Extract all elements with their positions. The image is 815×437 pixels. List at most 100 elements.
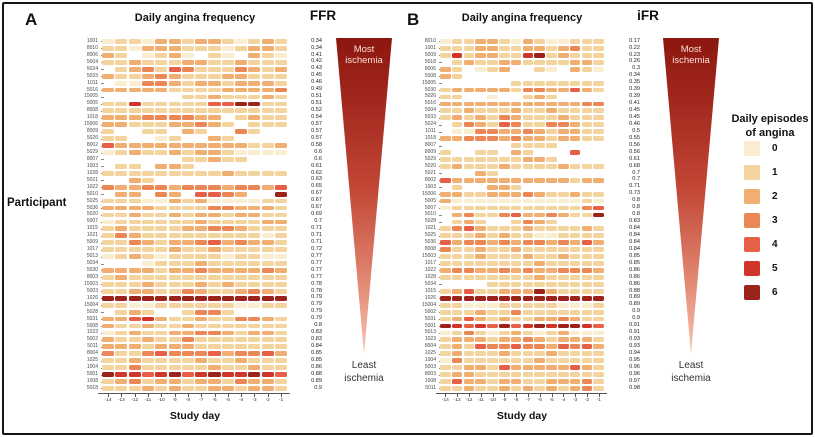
heatmap-cell [534, 316, 546, 322]
heatmap-cell [261, 94, 274, 100]
participant-id: 15004 [422, 301, 436, 308]
ifr-value: 0.85 [629, 259, 640, 266]
heatmap-cell [168, 240, 181, 246]
heatmap-cell [546, 386, 557, 391]
heatmap-cell [128, 170, 141, 176]
heatmap-cell [235, 150, 248, 155]
ffr-value: 0.57 [311, 120, 322, 127]
heatmap-cell [128, 302, 141, 308]
ffr-value: 0.34 [311, 44, 322, 51]
heatmap-cell [440, 295, 451, 301]
participant-id: 1025 [86, 357, 98, 364]
heatmap-cell [463, 46, 475, 51]
heatmap-cell [274, 337, 288, 343]
heatmap-cell [440, 66, 451, 72]
heatmap-cell [593, 129, 605, 135]
participant-id: 8007 [424, 142, 436, 149]
heatmap-cell [463, 365, 475, 371]
x-tick-label: -8 [514, 398, 519, 403]
participant-id: 8002 [424, 176, 436, 183]
heatmap-cell [181, 129, 194, 135]
heatmap-cell [248, 275, 261, 280]
heatmap-cell [274, 372, 288, 377]
heatmap-cell [569, 288, 581, 294]
ffr-value: 0.71 [311, 238, 322, 245]
heatmap-cell [261, 344, 274, 350]
heatmap-cell [593, 66, 605, 72]
heatmap-cell [248, 233, 261, 239]
participant-id: 1022 [424, 266, 436, 273]
heatmap-cell [261, 66, 274, 72]
ifr-value: 0.56 [629, 141, 640, 148]
heatmap-cell [475, 337, 487, 343]
heatmap-cell [235, 226, 248, 232]
heatmap-cell [128, 184, 141, 190]
heatmap-cell [181, 240, 194, 246]
heatmap-cell [487, 59, 498, 65]
heatmap-cell [569, 365, 581, 371]
heatmap-cell [102, 205, 115, 211]
heatmap-cell [451, 268, 463, 273]
heatmap-cell [593, 115, 605, 121]
heatmap-cell [208, 46, 221, 51]
heatmap-cell [522, 323, 534, 329]
heatmap-cell [168, 163, 181, 169]
heatmap-cell [102, 358, 115, 364]
heatmap-cell [522, 212, 534, 218]
heatmap-cell [440, 240, 451, 246]
heatmap-cell [168, 122, 181, 128]
heatmap-cell [168, 281, 181, 287]
heatmap-cell [181, 170, 194, 176]
heatmap-cell [155, 108, 168, 114]
heatmap-cell [195, 240, 208, 246]
heatmap-cell [168, 39, 181, 44]
heatmap-cell [168, 66, 181, 72]
heatmap-cell [440, 288, 451, 294]
heatmap-cell [274, 226, 288, 232]
heatmap-cell [558, 212, 569, 218]
heatmap-cell [195, 330, 208, 336]
heatmap-cell [499, 351, 510, 357]
heatmap-cell [569, 191, 581, 197]
heatmap-cell [221, 198, 234, 204]
heatmap-cell [141, 261, 155, 266]
heatmap-cell [499, 275, 510, 280]
heatmap-cell [510, 254, 522, 259]
heatmap-cell [168, 275, 181, 280]
heatmap-cell [261, 52, 274, 58]
ifr-value: 0.39 [629, 86, 640, 93]
heatmap-cell [522, 268, 534, 273]
heatmap-cell [451, 108, 463, 114]
heatmap-cell [168, 115, 181, 121]
heatmap-cell [274, 268, 288, 273]
heatmap-cell [510, 302, 522, 308]
legend-level-label: 1 [772, 167, 778, 178]
heatmap-cell [475, 233, 487, 239]
heatmap-cell [274, 101, 288, 107]
heatmap-cell [261, 288, 274, 294]
heatmap-cell [569, 275, 581, 280]
legend-swatch-3 [744, 213, 760, 228]
heatmap-cell [115, 372, 128, 377]
heatmap-cell [581, 316, 593, 322]
x-tick-label: -2 [265, 398, 270, 403]
heatmap-cell [593, 240, 605, 246]
heatmap-cell [463, 219, 475, 225]
x-tick-label: -6 [212, 398, 217, 403]
heatmap-cell [155, 351, 168, 357]
heatmap-cell [451, 205, 463, 211]
heatmap-cell [534, 212, 546, 218]
x-tick-label: -11 [144, 398, 152, 403]
heatmap-cell [128, 288, 141, 294]
heatmap-cell [181, 358, 194, 364]
heatmap-cell [221, 170, 234, 176]
row-tick [438, 62, 442, 64]
heatmap-cell [221, 240, 234, 246]
heatmap-cell [195, 302, 208, 308]
heatmap-cell [558, 309, 569, 315]
heatmap-cell [475, 46, 487, 51]
heatmap-cell [475, 177, 487, 183]
heatmap-cell [208, 198, 221, 204]
heatmap-cell [181, 323, 194, 329]
heatmap-cell [475, 358, 487, 364]
